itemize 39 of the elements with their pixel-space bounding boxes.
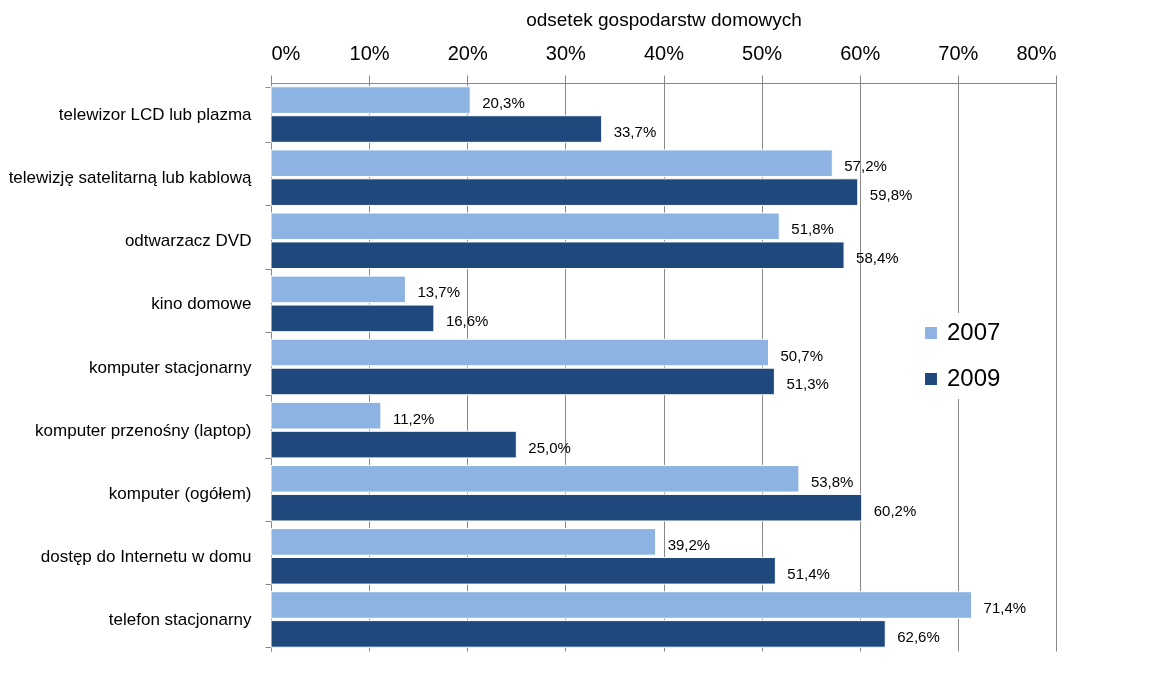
x-tick-label: 50% bbox=[742, 41, 783, 64]
x-tick-label: 30% bbox=[545, 41, 587, 64]
x-tick-label: 80% bbox=[1016, 41, 1057, 64]
y-tick-label: komputer przenośny (laptop) bbox=[35, 420, 252, 440]
data-label: 50,7% bbox=[780, 346, 824, 364]
data-label: 39,2% bbox=[667, 535, 711, 553]
x-tick-label: 10% bbox=[349, 41, 390, 64]
data-label: 13,7% bbox=[417, 283, 460, 301]
x-tick-label: 40% bbox=[643, 41, 685, 64]
y-tick-label: komputer stacjonarny bbox=[88, 357, 252, 377]
y-tick-label: telefon stacjonarny bbox=[108, 609, 252, 629]
data-label: 33,7% bbox=[613, 123, 657, 141]
data-label: 58,4% bbox=[856, 249, 899, 267]
data-label: 53,8% bbox=[810, 472, 854, 490]
data-label: 51,4% bbox=[787, 564, 830, 582]
x-tick-label: 0% bbox=[271, 41, 301, 64]
data-label: 16,6% bbox=[445, 312, 489, 330]
data-label: 57,2% bbox=[844, 157, 887, 175]
data-label: 51,8% bbox=[791, 220, 834, 238]
x-tick-label: 60% bbox=[840, 41, 881, 64]
data-label: 62,6% bbox=[897, 627, 940, 645]
data-label: 71,4% bbox=[983, 598, 1027, 616]
data-label: 60,2% bbox=[873, 501, 917, 519]
data-label: 20,3% bbox=[482, 94, 525, 112]
y-tick-label: kino domowe bbox=[151, 294, 252, 314]
data-label: 11,2% bbox=[392, 409, 435, 427]
y-tick-label: komputer (ogółem) bbox=[108, 483, 252, 503]
legend-label: 2009 bbox=[947, 364, 1001, 391]
data-label: 25,0% bbox=[528, 438, 571, 456]
data-label: 59,8% bbox=[869, 186, 913, 204]
x-axis-title: odsetek gospodarstw domowych bbox=[526, 8, 802, 30]
y-tick-label: odtwarzacz DVD bbox=[124, 231, 252, 251]
y-tick-label: telewizor LCD lub plazma bbox=[58, 105, 253, 125]
y-tick-label: telewizję satelitarną lub kablową bbox=[8, 168, 253, 188]
data-label: 51,3% bbox=[786, 375, 829, 393]
legend-label: 2007 bbox=[947, 318, 1001, 345]
y-tick-label: dostęp do Internetu w domu bbox=[40, 546, 252, 566]
x-tick-label: 70% bbox=[938, 41, 979, 64]
x-tick-label: 20% bbox=[447, 41, 488, 64]
